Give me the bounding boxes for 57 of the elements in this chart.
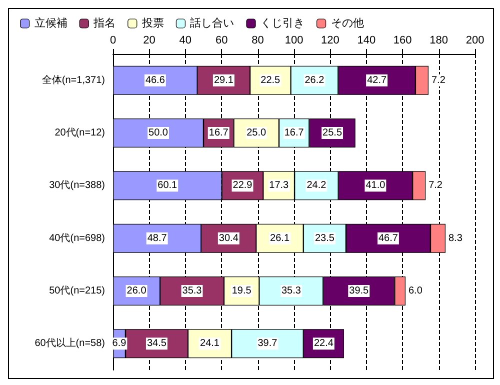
data-label: 16.7 — [208, 128, 229, 138]
data-label: 6.0 — [408, 286, 423, 296]
data-label: 39.5 — [349, 286, 370, 296]
data-label: 6.9 — [112, 338, 127, 350]
data-label: 25.0 — [246, 128, 267, 138]
legend-label: その他 — [330, 18, 364, 30]
data-label: 30.4 — [218, 232, 239, 244]
data-label: 41.0 — [366, 180, 386, 192]
x-tick-label: 40 — [179, 34, 192, 46]
x-tick-label: 0 — [110, 34, 116, 46]
data-label: 48.7 — [147, 232, 168, 244]
data-label: 46.6 — [145, 74, 166, 86]
x-tick-label: 160 — [393, 34, 412, 46]
data-label: 19.5 — [232, 286, 252, 296]
data-label: 22.5 — [260, 74, 281, 86]
data-label: 16.7 — [284, 128, 304, 138]
x-tick-label: 120 — [321, 34, 340, 46]
data-label: 39.7 — [258, 338, 278, 350]
data-label: 26.0 — [126, 286, 147, 296]
legend-label: くじ引き — [260, 18, 304, 30]
data-label: 34.5 — [146, 338, 167, 350]
legend-label: 立候補 — [34, 16, 68, 30]
y-tick-label: 50代(n=215) — [49, 286, 105, 296]
legend-label: 話し合い — [190, 16, 234, 30]
legend-label: 指名 — [92, 18, 116, 30]
data-label: 22.9 — [232, 180, 253, 192]
data-label: 35.3 — [281, 286, 302, 296]
x-tick-label: 140 — [357, 34, 376, 46]
data-label: 7.2 — [428, 180, 443, 192]
data-label: 8.3 — [448, 232, 463, 244]
data-label: 29.1 — [214, 74, 234, 86]
x-tick-label: 80 — [252, 34, 264, 46]
data-label: 46.7 — [378, 232, 398, 244]
y-tick-label: 全体(n=1,371) — [42, 74, 105, 86]
x-tick-label: 60 — [215, 34, 228, 46]
data-label: 22.4 — [314, 338, 334, 350]
data-label: 17.3 — [269, 180, 290, 192]
data-label: 25.5 — [322, 128, 342, 138]
y-tick-label: 30代(n=388) — [49, 180, 105, 192]
data-label: 7.2 — [431, 74, 446, 86]
y-tick-label: 40代(n=698) — [49, 232, 105, 244]
x-tick-label: 180 — [430, 34, 448, 46]
data-label: 35.3 — [182, 286, 202, 296]
data-label: 50.0 — [148, 128, 168, 138]
data-label: 24.1 — [200, 338, 220, 350]
data-label: 26.1 — [270, 232, 290, 244]
y-tick-label: 60代以上(n=58) — [34, 337, 105, 350]
x-tick-label: 200 — [466, 34, 484, 46]
data-label: 26.2 — [304, 74, 325, 86]
legend-label: 投票 — [140, 18, 164, 30]
data-label: 42.7 — [367, 74, 387, 86]
data-label: 24.2 — [306, 180, 327, 192]
data-label: 60.1 — [158, 180, 178, 192]
data-label: 23.5 — [314, 232, 335, 244]
x-tick-label: 100 — [284, 34, 304, 46]
x-tick-label: 20 — [143, 34, 156, 46]
y-tick-label: 20代(n=12) — [54, 128, 105, 138]
